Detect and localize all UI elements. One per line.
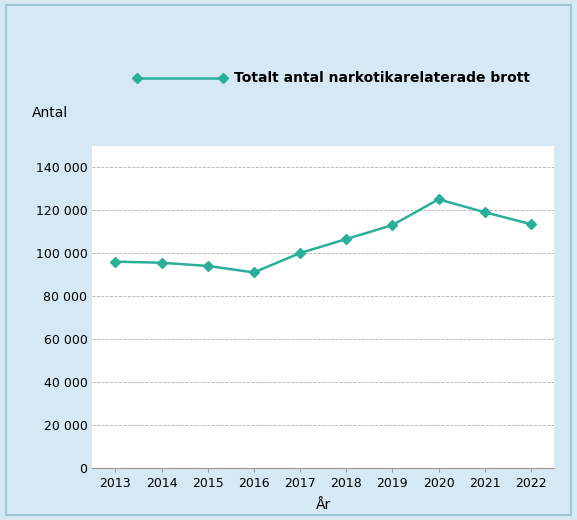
Text: Totalt antal narkotikarelaterade brott: Totalt antal narkotikarelaterade brott [234, 71, 530, 85]
Text: Antal: Antal [32, 106, 69, 120]
X-axis label: År: År [316, 498, 331, 512]
